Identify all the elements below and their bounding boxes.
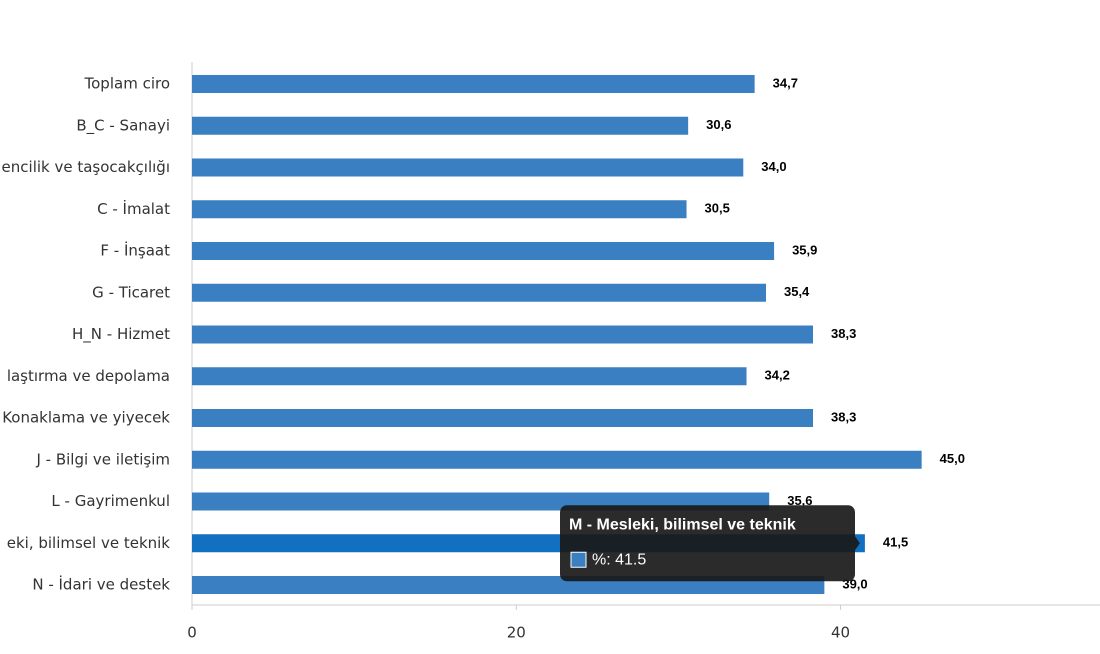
y-tick-label: L - Gayrimenkul xyxy=(51,492,170,510)
tooltip-arrow xyxy=(855,536,860,551)
value-label: 35,9 xyxy=(792,242,817,257)
bar xyxy=(192,325,814,344)
bar xyxy=(192,200,687,219)
bar xyxy=(192,409,814,427)
bar xyxy=(192,158,744,177)
bar xyxy=(192,242,775,260)
y-tick-label: B_C - Sanayi xyxy=(76,116,170,135)
tooltip-text: %: 41.5 xyxy=(592,551,646,568)
y-tick-label: eki, bilimsel ve teknik xyxy=(7,534,171,552)
y-tick-label: G - Ticaret xyxy=(92,283,170,301)
value-label: 38,3 xyxy=(831,326,856,341)
value-label: 34,0 xyxy=(761,159,786,174)
y-tick-label: C - İmalat xyxy=(97,199,170,218)
y-tick-label: N - İdari ve destek xyxy=(32,575,170,594)
value-label: 30,6 xyxy=(706,117,731,132)
bar xyxy=(192,283,766,302)
y-tick-label: H_N - Hizmet xyxy=(72,325,170,344)
value-label: 41,5 xyxy=(883,535,908,550)
value-label: 38,3 xyxy=(831,409,856,424)
value-label: 34,2 xyxy=(765,368,790,383)
bar xyxy=(192,367,747,386)
y-tick-label: J - Bilgi ve iletişim xyxy=(35,450,170,468)
bar xyxy=(192,75,755,93)
bar xyxy=(192,450,922,469)
tooltip-box xyxy=(560,505,855,582)
x-tick-label: 0 xyxy=(187,624,197,642)
value-label: 34,7 xyxy=(773,75,798,90)
value-label: 30,5 xyxy=(705,201,730,216)
y-tick-label: encilik ve taşocakçılığı xyxy=(2,158,170,176)
value-label: 35,6 xyxy=(787,493,812,508)
tooltip-title: M - Mesleki, bilimsel ve teknik xyxy=(569,516,796,533)
tooltip-swatch xyxy=(570,551,587,568)
y-tick-label: laştırma ve depolama xyxy=(7,367,170,385)
y-tick-label: Toplam ciro xyxy=(84,75,170,93)
x-tick-label: 40 xyxy=(831,624,850,642)
y-tick-label: Konaklama ve yiyecek xyxy=(2,409,170,427)
y-tick-label: F - İnşaat xyxy=(100,241,170,260)
bar xyxy=(192,116,689,135)
tooltip: M - Mesleki, bilimsel ve teknik %: 41.5 xyxy=(560,505,860,582)
value-label: 45,0 xyxy=(940,451,965,466)
value-label: 35,4 xyxy=(784,284,810,299)
x-tick-label: 20 xyxy=(507,624,526,642)
